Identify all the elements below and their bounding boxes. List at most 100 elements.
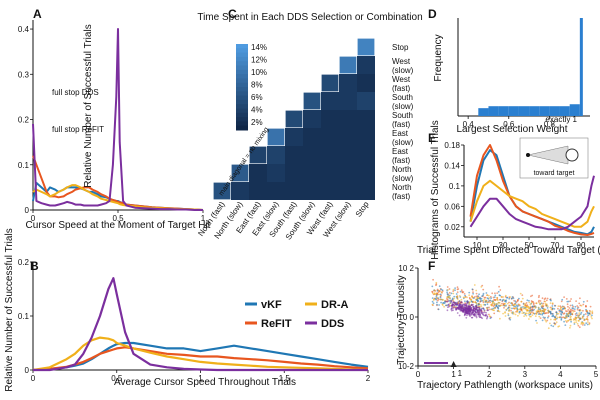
scatter-point-dr-a — [557, 305, 560, 308]
panel-f-ylabel: Trajectory Tortuosity — [396, 275, 407, 364]
colorbar-tick-4: 4% — [251, 106, 263, 115]
scatter-point-vkf — [464, 300, 466, 303]
panel-e-ytick-0-02: 0.02 — [444, 223, 460, 232]
scatter-point-dr-a — [487, 294, 490, 297]
scatter-point-refit — [582, 309, 584, 312]
panel-e-xtick-50: 50 — [525, 241, 534, 250]
scatter-point-refit — [531, 294, 534, 297]
scatter-point-dr-a — [496, 303, 499, 305]
scatter-point-dds — [479, 313, 482, 316]
scatter-point-dr-a — [438, 293, 440, 296]
scatter-point-dr-a — [501, 304, 503, 307]
scatter-point-dr-a — [498, 310, 501, 313]
scatter-point-dr-a — [478, 302, 480, 305]
panel-e-series-refit — [469, 144, 595, 236]
scatter-point-refit — [576, 305, 579, 307]
panel-e-label: E — [428, 131, 436, 145]
panel-d: D 0.4 0.6 0.8 Frequency Largest Selection … — [428, 7, 590, 135]
panel-d-xtick-0-8: 0.8 — [544, 120, 556, 129]
scatter-point-dr-a — [558, 316, 561, 319]
scatter-point-vkf — [576, 307, 579, 309]
scatter-point-vkf — [535, 319, 537, 322]
panel-d-bar — [569, 104, 580, 116]
scatter-point-dds — [453, 304, 456, 307]
panel-b-series-dds — [33, 277, 368, 372]
scatter-point-dr-a — [491, 300, 494, 303]
scatter-point-dr-a — [448, 295, 451, 298]
scatter-point-refit — [557, 307, 559, 310]
scatter-point-dds — [452, 307, 455, 309]
panel-d-bar — [508, 106, 519, 116]
scatter-point-dr-a — [523, 315, 525, 317]
scatter-point-dr-a — [576, 322, 579, 325]
heat-row-label-south-slow-sub: (slow) — [392, 102, 414, 111]
heat-cell — [321, 146, 339, 164]
scatter-point-refit — [566, 310, 568, 313]
scatter-point-dds — [447, 306, 449, 309]
scatter-point-vkf — [446, 291, 448, 294]
scatter-point-dds — [464, 313, 466, 315]
scatter-point-dr-a — [509, 316, 512, 319]
scatter-point-refit — [503, 306, 505, 309]
scatter-point-vkf — [516, 305, 519, 308]
scatter-point-dr-a — [523, 307, 526, 310]
scatter-point-dr-a — [530, 301, 533, 304]
scatter-point-refit — [492, 305, 495, 307]
scatter-point-dds — [463, 306, 466, 309]
scatter-point-vkf — [499, 298, 502, 301]
scatter-point-dr-a — [502, 312, 504, 315]
scatter-point-dr-a — [523, 305, 526, 308]
scatter-point-refit — [545, 299, 548, 302]
scatter-point-dr-a — [534, 305, 537, 308]
scatter-point-vkf — [447, 294, 450, 296]
annotation-full-stop-dds: full stop DDS — [52, 88, 99, 97]
scatter-point-vkf — [494, 294, 497, 297]
scatter-point-vkf — [564, 324, 567, 326]
scatter-point-dr-a — [525, 305, 527, 308]
colorbar-segment — [236, 125, 248, 131]
scatter-point-refit — [537, 296, 540, 299]
scatter-point-dds — [468, 314, 471, 317]
scatter-point-vkf — [572, 307, 575, 310]
scatter-point-dr-a — [528, 301, 531, 304]
panel-b-xtick-1: 1 — [198, 374, 203, 383]
scatter-point-dr-a — [471, 295, 473, 298]
scatter-point-vkf — [438, 285, 441, 288]
scatter-point-dr-a — [513, 304, 515, 306]
scatter-point-dds — [452, 303, 454, 306]
scatter-point-vkf — [574, 305, 577, 308]
heat-row-label-east-slow-sub: (slow) — [392, 138, 414, 147]
scatter-point-refit — [538, 299, 540, 302]
scatter-point-vkf — [472, 292, 474, 295]
scatter-point-dr-a — [589, 311, 592, 313]
scatter-point-refit — [499, 289, 502, 291]
annotation-exactly-1: exactly 1 — [545, 115, 577, 124]
scatter-point-refit — [448, 291, 451, 294]
scatter-point-dr-a — [543, 310, 546, 313]
scatter-point-vkf — [464, 294, 466, 297]
heat-row-label-east-fast-sub: (fast) — [392, 156, 411, 165]
scatter-point-refit — [475, 292, 478, 295]
scatter-point-dr-a — [431, 303, 434, 306]
heat-row-label-west-fast-sub: (fast) — [392, 84, 411, 93]
scatter-point-refit — [488, 306, 490, 309]
scatter-point-dr-a — [576, 316, 579, 319]
scatter-point-dds — [470, 304, 473, 307]
scatter-point-dds — [455, 308, 457, 310]
scatter-point-dr-a — [499, 304, 502, 307]
panel-a-ytick-0: 0 — [25, 206, 30, 215]
scatter-point-refit — [563, 296, 565, 298]
heat-row-label-south-slow: South — [392, 93, 413, 102]
scatter-point-dr-a — [492, 309, 495, 312]
scatter-point-dds — [476, 312, 478, 314]
scatter-point-dds — [450, 304, 453, 307]
scatter-point-dds — [466, 301, 469, 304]
scatter-point-dr-a — [488, 297, 491, 299]
heat-row-label-north-fast-sub: (fast) — [392, 192, 411, 201]
heat-cell — [303, 164, 321, 182]
colorbar-segment — [236, 112, 248, 118]
scatter-point-refit — [510, 309, 512, 312]
scatter-point-dr-a — [498, 302, 501, 304]
scatter-point-vkf — [436, 303, 438, 306]
scatter-point-dr-a — [514, 313, 517, 316]
